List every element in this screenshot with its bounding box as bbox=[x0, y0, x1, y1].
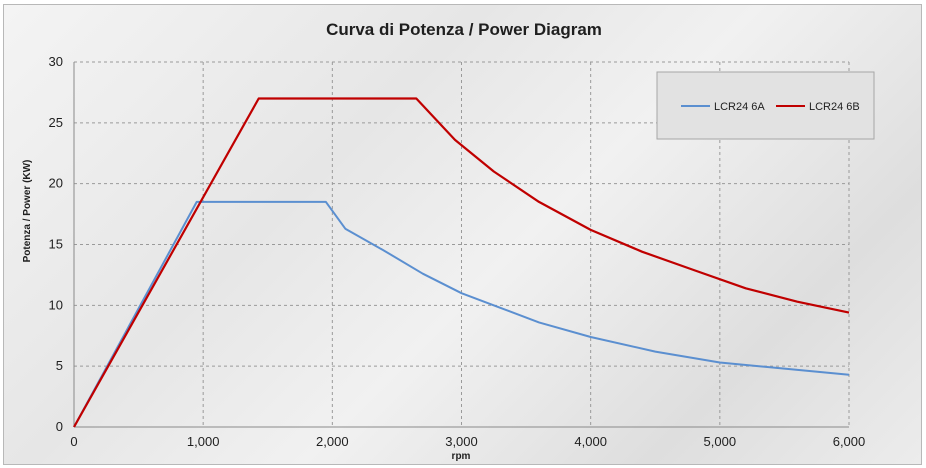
y-tick-label: 25 bbox=[49, 115, 63, 130]
legend: LCR24 6A LCR24 6B bbox=[656, 71, 875, 140]
chart-title: Curva di Potenza / Power Diagram bbox=[326, 20, 602, 39]
legend-label-series-1: LCR24 6A bbox=[714, 101, 765, 113]
x-tick-label: 5,000 bbox=[704, 434, 737, 449]
y-axis-label: Potenza / Power (KW) bbox=[22, 160, 33, 263]
y-tick-label: 0 bbox=[56, 419, 63, 434]
x-tick-label: 3,000 bbox=[445, 434, 478, 449]
series-line-2 bbox=[73, 97, 850, 428]
power-diagram-chart: Curva di Potenza / Power Diagram 0 1,000 2… bbox=[22, 20, 875, 462]
y-tick-label: 30 bbox=[49, 54, 63, 69]
x-axis-label: rpm bbox=[452, 451, 471, 462]
x-tick-label: 0 bbox=[70, 434, 77, 449]
x-tick-label: 1,000 bbox=[187, 434, 220, 449]
y-tick-labels: 0 5 10 15 20 25 30 bbox=[49, 54, 63, 434]
y-tick-label: 5 bbox=[56, 358, 63, 373]
x-tick-label: 6,000 bbox=[833, 434, 866, 449]
series-lines bbox=[73, 97, 850, 428]
x-tick-label: 4,000 bbox=[574, 434, 607, 449]
y-tick-label: 15 bbox=[49, 237, 63, 252]
x-tick-labels: 0 1,000 2,000 3,000 4,000 5,000 6,000 bbox=[70, 434, 865, 449]
y-tick-label: 10 bbox=[49, 297, 63, 312]
y-tick-label: 20 bbox=[49, 176, 63, 191]
chart-frame: Curva di Potenza / Power Diagram 0 1,000 2… bbox=[3, 4, 922, 465]
x-tick-label: 2,000 bbox=[316, 434, 349, 449]
series-line-1 bbox=[73, 200, 850, 428]
legend-label-series-2: LCR24 6B bbox=[809, 101, 860, 113]
axes bbox=[73, 62, 849, 428]
